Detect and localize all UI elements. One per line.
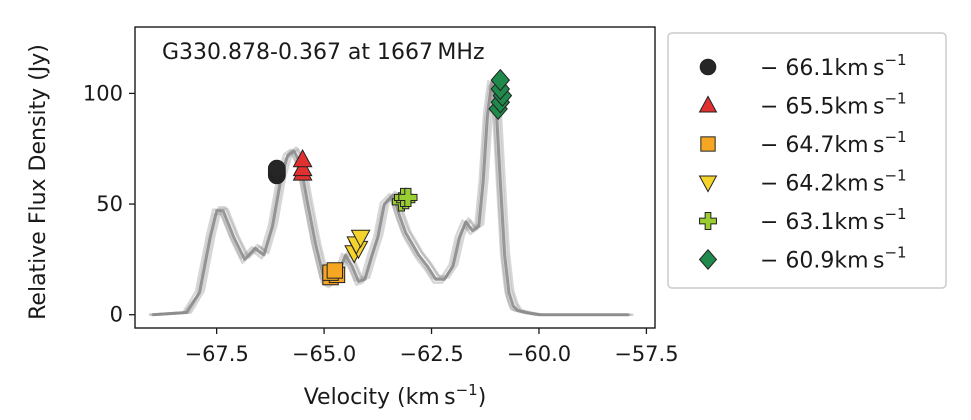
y-axis-label: Relative Flux Density (Jy) bbox=[26, 44, 51, 320]
legend-label-sup: −1 bbox=[884, 167, 906, 185]
spectrum-line bbox=[148, 79, 626, 316]
legend-label-sup: −1 bbox=[884, 51, 906, 69]
legend-label: − 65.5km s−1 bbox=[760, 90, 907, 120]
y-axis: 0 50 100 bbox=[83, 81, 135, 327]
x-axis-label-sup: −1 bbox=[456, 381, 478, 399]
x-tick-label: −57.5 bbox=[614, 342, 678, 366]
legend-marker bbox=[698, 248, 718, 271]
y-tick-label: 100 bbox=[83, 81, 123, 105]
data-point bbox=[326, 262, 344, 279]
legend: − 66.1km s−1 − 65.5km s−1 − 64.7km s−1 − 64… bbox=[667, 32, 947, 289]
marker-layer bbox=[267, 68, 513, 286]
legend-label: − 64.7km s−1 bbox=[760, 128, 907, 158]
legend-label-sup: −1 bbox=[884, 244, 906, 262]
legend-label: − 63.1km s−1 bbox=[760, 205, 907, 235]
x-axis-label-main: Velocity (km s bbox=[304, 385, 456, 410]
x-tick-label: −62.5 bbox=[399, 342, 463, 366]
legend-marker bbox=[700, 136, 716, 152]
chart-title: G330.878-0.367 at 1667 MHz bbox=[162, 40, 485, 65]
x-axis-label-close: ) bbox=[478, 385, 487, 410]
data-point bbox=[267, 159, 286, 178]
legend-marker bbox=[698, 95, 718, 113]
legend-label: − 60.9km s−1 bbox=[760, 244, 907, 274]
y-tick-label: 50 bbox=[96, 192, 123, 216]
plot-area bbox=[134, 26, 656, 329]
x-tick-label: −65.0 bbox=[292, 342, 356, 366]
x-axis: −67.5 −65.0 −62.5 −60.0 −57.5 bbox=[184, 328, 679, 366]
legend-label: − 66.1km s−1 bbox=[760, 51, 907, 81]
legend-label-sup: −1 bbox=[884, 205, 906, 223]
data-point bbox=[398, 187, 418, 208]
legend-box bbox=[667, 32, 947, 289]
data-point bbox=[292, 148, 313, 168]
x-tick-label: −60.0 bbox=[507, 342, 571, 366]
y-tick-label: 0 bbox=[110, 303, 123, 327]
legend-marker bbox=[699, 58, 717, 76]
x-tick-label: −67.5 bbox=[184, 342, 248, 366]
legend-label: − 64.2km s−1 bbox=[760, 167, 907, 197]
data-point bbox=[350, 229, 371, 249]
spectrum-line bbox=[149, 84, 628, 316]
spectrum-line bbox=[154, 77, 632, 316]
legend-marker bbox=[698, 175, 718, 193]
spectrum-line bbox=[152, 80, 630, 317]
legend-label-sup: −1 bbox=[884, 128, 906, 146]
legend-label-sup: −1 bbox=[884, 90, 906, 108]
x-axis-label: Velocity (km s−1) bbox=[304, 381, 487, 410]
legend-marker bbox=[699, 212, 717, 230]
spectrum-layer bbox=[148, 77, 634, 317]
spectrum-line bbox=[156, 79, 634, 316]
data-point bbox=[490, 68, 511, 92]
